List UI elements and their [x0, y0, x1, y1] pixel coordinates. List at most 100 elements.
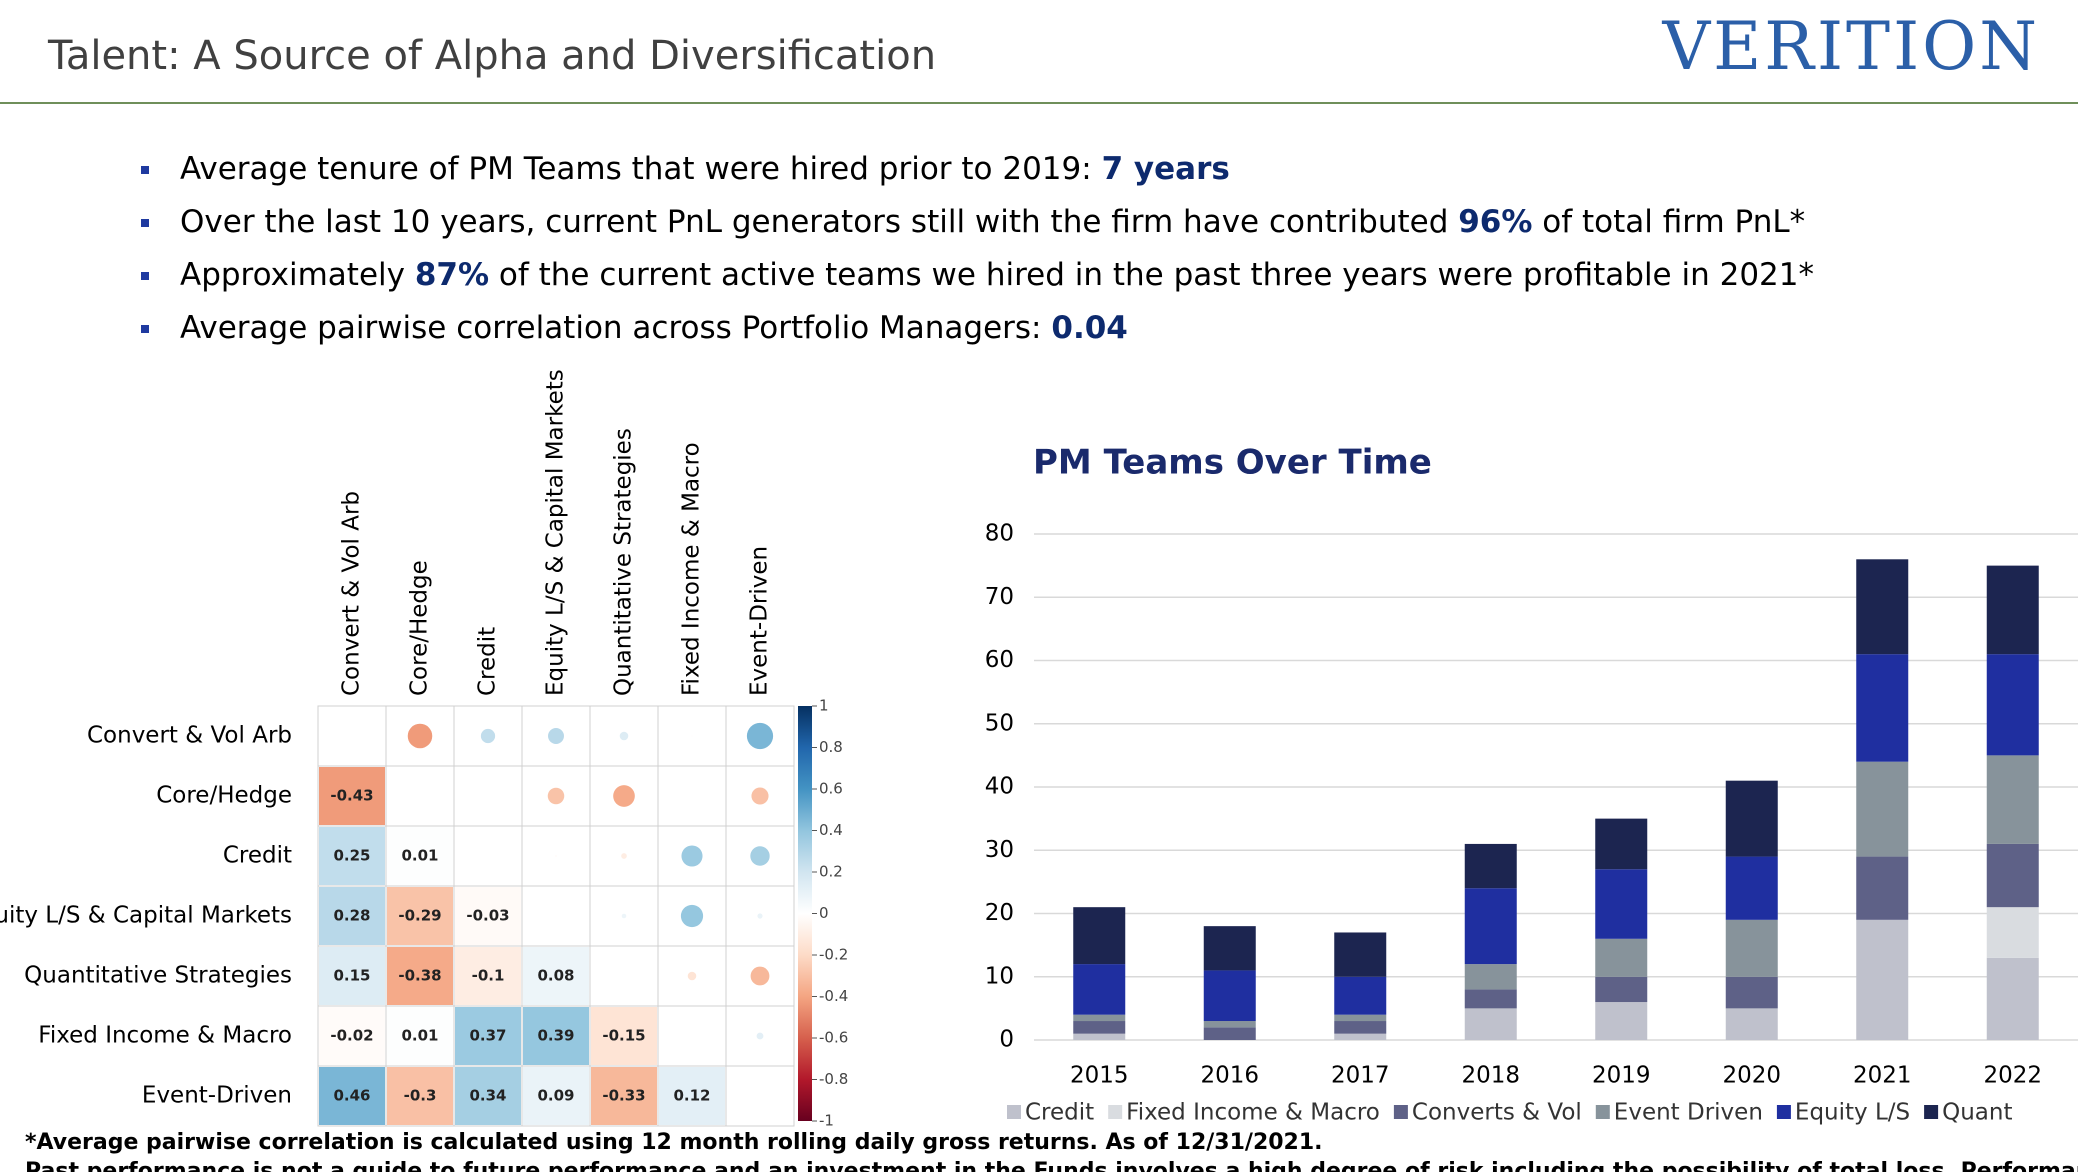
column-label: Convert & Vol Arb [339, 491, 365, 696]
x-tick-label: 2022 [1983, 1063, 2042, 1089]
bullet-segment: Average pairwise correlation across Port… [180, 310, 1051, 346]
corr-circle [757, 913, 763, 919]
legend-label: Quant [1942, 1100, 2012, 1126]
bullet-highlight: 87% [415, 257, 489, 293]
corr-label: 0.28 [333, 907, 370, 925]
corr-cell [591, 1007, 657, 1065]
bar-segment [1986, 565, 2039, 655]
column-label: Quantitative Strategies [611, 428, 637, 696]
corr-cell [387, 1067, 453, 1125]
corr-cell [387, 887, 453, 945]
corr-circle [756, 1032, 764, 1040]
x-tick-label: 2020 [1722, 1063, 1781, 1089]
row-label: Equity L/S & Capital Markets [0, 903, 292, 929]
corr-label: -0.3 [404, 1087, 437, 1105]
corr-label: 0.01 [401, 1027, 438, 1045]
bullet-text: Approximately 87% of the current active … [180, 257, 1814, 293]
corr-label: 0.25 [333, 847, 370, 865]
x-tick-label: 2017 [1331, 1063, 1390, 1089]
corr-label: 0.08 [537, 967, 574, 985]
corr-circle [680, 904, 704, 928]
bar-segment [1464, 1008, 1517, 1040]
corr-cell [387, 947, 453, 1005]
column-label: Event-Driven [747, 546, 773, 696]
corr-circle [547, 787, 565, 805]
row-label: Fixed Income & Macro [38, 1023, 292, 1049]
corr-circle [691, 795, 693, 797]
corr-label: -0.03 [466, 907, 509, 925]
corr-cell [523, 947, 589, 1005]
corr-circle [555, 855, 557, 857]
corr-label: 0.34 [469, 1087, 506, 1105]
corr-cell [455, 1007, 521, 1065]
y-tick-label: 40 [985, 774, 1014, 800]
bullet-text: Average pairwise correlation across Port… [180, 310, 1128, 346]
corr-circle [407, 723, 433, 749]
corr-circle [681, 845, 703, 867]
x-tick-label: 2018 [1461, 1063, 1520, 1089]
bullet-marker [141, 272, 149, 280]
logo: VERITION [1661, 8, 2040, 85]
x-tick-label: 2016 [1200, 1063, 1259, 1089]
corr-cell [319, 887, 385, 945]
slide-title: Talent: A Source of Alpha and Diversific… [47, 33, 936, 79]
bar-segment [1856, 761, 1909, 857]
colorbar-tick-label: -0.6 [819, 1029, 848, 1047]
legend-swatch [1393, 1105, 1408, 1119]
y-tick-label: 30 [985, 837, 1014, 863]
bar-segment [1073, 1014, 1126, 1022]
bar-segment [1595, 1002, 1648, 1040]
bar-segment [1725, 856, 1778, 920]
legend-label: Converts & Vol [1412, 1100, 1582, 1126]
corr-circle [480, 728, 496, 744]
bar-segment [1464, 843, 1517, 889]
corr-circle [548, 728, 564, 744]
x-tick-label: 2019 [1592, 1063, 1651, 1089]
row-label: Event-Driven [142, 1083, 292, 1109]
legend-swatch [1007, 1105, 1021, 1119]
corr-cell [319, 947, 385, 1005]
bar-segment [1725, 976, 1778, 1009]
corr-cell [455, 887, 521, 945]
corr-cell [387, 1007, 453, 1065]
corr-label: -0.02 [330, 1027, 373, 1045]
corr-label: 0.46 [333, 1087, 370, 1105]
bar-segment [1203, 1021, 1256, 1028]
bar-segment [1073, 907, 1126, 965]
corr-cell [591, 1067, 657, 1125]
colorbar-tick-label: 0.2 [819, 863, 843, 881]
bar-segment [1986, 654, 2039, 756]
cell-border [725, 1065, 795, 1127]
column-label: Fixed Income & Macro [679, 442, 705, 696]
bullet-text: Over the last 10 years, current PnL gene… [180, 204, 1805, 240]
bullet-text: Average tenure of PM Teams that were hir… [180, 151, 1230, 187]
corr-circle [691, 735, 693, 737]
legend-label: Event Driven [1614, 1100, 1763, 1126]
legend-swatch [1776, 1105, 1791, 1119]
bar-segment [1073, 1033, 1126, 1040]
corr-cell [523, 1067, 589, 1125]
corr-label: 0.01 [401, 847, 438, 865]
bar-segment [1334, 1014, 1387, 1022]
bar-segment [1334, 1021, 1387, 1034]
corr-label: -0.1 [472, 967, 505, 985]
bullet-segment: Approximately [180, 257, 415, 293]
y-tick-label: 60 [985, 647, 1014, 673]
legend-swatch [1108, 1105, 1123, 1119]
corr-cell [659, 1067, 725, 1125]
bar-segment [1334, 976, 1387, 1015]
corr-circle [619, 731, 629, 741]
corr-cell [319, 767, 385, 825]
row-label: Convert & Vol Arb [87, 723, 292, 749]
cell-border [453, 825, 523, 887]
corr-label: 0.37 [469, 1027, 506, 1045]
chart-title: PM Teams Over Time [1033, 443, 1432, 483]
bar-segment [1856, 919, 1909, 1040]
bar-segment [1725, 919, 1778, 977]
bullet-highlight: 0.04 [1051, 310, 1128, 346]
corr-cell [319, 827, 385, 885]
colorbar-tick-label: 0 [819, 904, 829, 922]
corr-circle [621, 913, 627, 919]
corr-circle [751, 787, 769, 805]
y-tick-label: 50 [985, 710, 1014, 736]
